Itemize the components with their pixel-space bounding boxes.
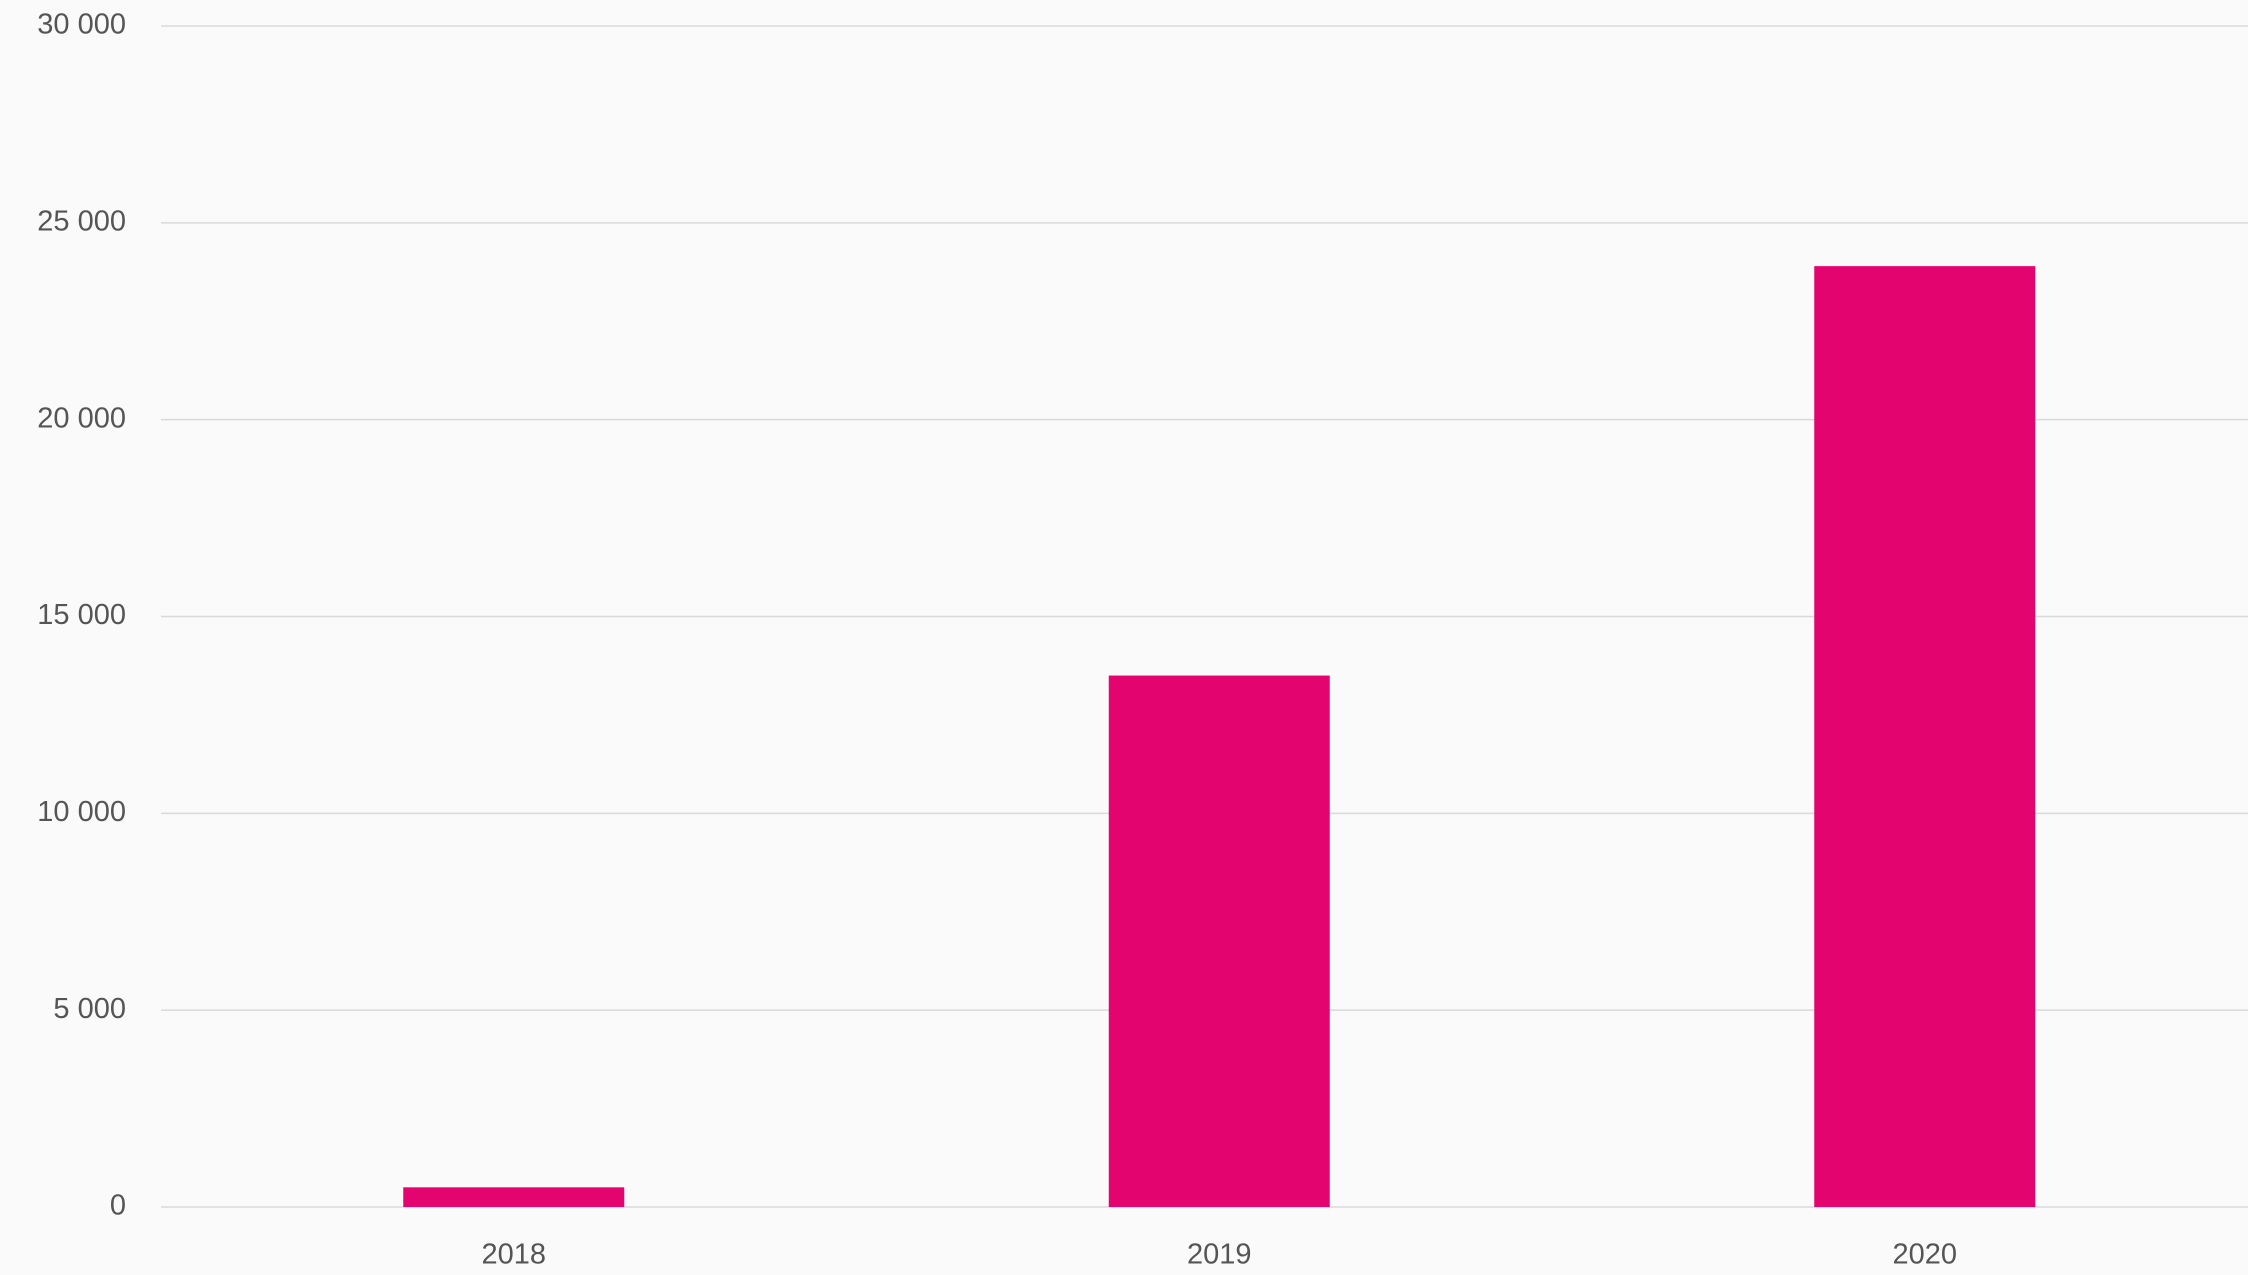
y-tick-label: 0 [110,1190,126,1222]
x-tick-label: 2019 [1187,1239,1252,1271]
y-tick-label: 15 000 [37,599,126,631]
y-tick-label: 10 000 [37,796,126,828]
x-tick-label: 2020 [1892,1239,1957,1271]
y-tick-label: 25 000 [37,205,126,237]
bar [1814,266,2036,1207]
x-tick-label: 2018 [481,1239,546,1271]
y-tick-label: 30 000 [37,9,126,41]
bar [1108,675,1330,1207]
y-tick-label: 20 000 [37,402,126,434]
bar [403,1187,625,1207]
y-tick-label: 5 000 [53,993,126,1025]
